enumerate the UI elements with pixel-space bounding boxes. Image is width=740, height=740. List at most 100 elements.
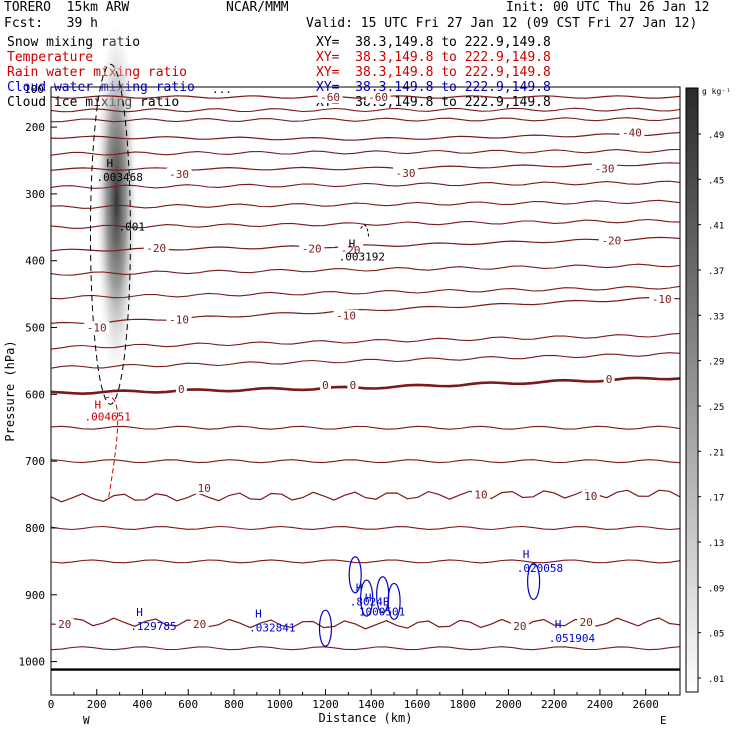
- snow-max-marker: H: [106, 157, 113, 170]
- isotherm-0: [50, 376, 681, 396]
- x-axis-label: Distance (km): [319, 711, 413, 725]
- colorbar-unit: g kg⁻¹: [702, 87, 731, 96]
- isotherm-line: [50, 459, 681, 464]
- cloud-water-max-marker: H: [356, 581, 363, 594]
- temperature-label: 20: [193, 618, 206, 631]
- temperature-label: 20: [513, 620, 526, 633]
- temperature-label: 20: [58, 618, 71, 631]
- y-tick-label: 1000: [19, 656, 46, 669]
- snow-max-value: .003468: [96, 171, 142, 184]
- label-bg: [166, 167, 192, 180]
- rain-max-marker: H: [94, 398, 101, 411]
- colorbar: [685, 87, 699, 693]
- rain-max-value: .004651: [84, 410, 130, 423]
- colorbar-label: .49: [708, 131, 724, 141]
- colorbar-label: .41: [708, 222, 724, 232]
- x-tick-label: 200: [87, 698, 107, 711]
- temperature-label: -10: [87, 322, 107, 335]
- snow-max-value-2: .003192: [339, 251, 385, 264]
- cloud-water-max-value: .032841: [249, 622, 295, 635]
- label-bg: [319, 378, 331, 391]
- y-tick-label: 300: [25, 188, 45, 201]
- colorbar-label: .45: [708, 176, 724, 186]
- field-xy-rain: XY= 38.3,149.8 to 222.9,149.8: [316, 65, 551, 80]
- x-tick-label: 1200: [312, 698, 339, 711]
- isotherm-line: [50, 107, 681, 113]
- label-bg: [347, 378, 359, 391]
- colorbar-label: .29: [708, 358, 724, 368]
- snow-shading: [94, 29, 139, 410]
- label-bg: [166, 313, 192, 326]
- y-axis-label: Pressure (hPa): [3, 340, 17, 441]
- rain-contour: [104, 396, 119, 499]
- snow-contour-label: .001: [118, 221, 145, 234]
- cloud-water-contour: [318, 609, 333, 647]
- isotherm--40: [50, 132, 681, 141]
- overprint-number: 100: [24, 83, 44, 96]
- cloud-water-max-value: .020058: [517, 562, 563, 575]
- isotherm-line: [50, 332, 681, 350]
- label-bg: [577, 616, 596, 629]
- y-tick-label: 500: [25, 322, 45, 335]
- temperature-label: -40: [622, 126, 642, 139]
- label-bg: [472, 488, 491, 501]
- label-bg: [393, 167, 419, 180]
- snow-contour: [89, 63, 131, 405]
- cloud-water-contour: [360, 579, 374, 617]
- temperature-label: 0: [350, 379, 357, 392]
- cloud-water-max-marker: H: [365, 591, 372, 604]
- label-bg: [84, 321, 110, 334]
- colorbar-label: .25: [708, 403, 724, 413]
- temperature-label: -20: [146, 242, 166, 255]
- y-tick-label: 600: [25, 388, 45, 401]
- x-tick-label: 1400: [358, 698, 385, 711]
- x-tick-label: 1000: [266, 698, 293, 711]
- label-bg: [333, 309, 359, 322]
- cloud-water-max-marker: H: [136, 606, 143, 619]
- isotherm-line: [50, 646, 681, 651]
- label-bg: [195, 481, 214, 494]
- field-xy-temperature: XY= 38.3,149.8 to 222.9,149.8: [316, 50, 551, 65]
- x-tick-label: 2000: [495, 698, 522, 711]
- forecast-hour: Fcst: 39 h: [4, 16, 98, 31]
- isotherm-20: [50, 617, 681, 630]
- colorbar-label: .09: [708, 584, 724, 594]
- y-tick-label: 200: [25, 121, 45, 134]
- cloud-water-max-marker: H: [523, 548, 530, 561]
- temperature-label: 20: [580, 616, 593, 629]
- x-tick-label: 600: [178, 698, 198, 711]
- colorbar-label: .13: [708, 539, 724, 549]
- cloud-water-max-value: .129785: [130, 620, 176, 633]
- isotherm--30: [50, 162, 681, 171]
- x-tick-label: 800: [224, 698, 244, 711]
- valid-time: Valid: 15 UTC Fri 27 Jan 12 (09 CST Fri …: [306, 16, 698, 31]
- isotherm-line: [50, 148, 681, 156]
- x-tick-label: 400: [133, 698, 153, 711]
- colorbar-label: .37: [708, 267, 724, 277]
- isotherm-line: [50, 525, 681, 531]
- label-bg: [581, 489, 600, 502]
- temperature-label: -60: [368, 91, 388, 104]
- label-bg: [510, 620, 529, 633]
- field-xy-snow: XY= 38.3,149.8 to 222.9,149.8: [316, 35, 551, 50]
- label-bg: [299, 242, 325, 255]
- isotherm-line: [50, 199, 681, 209]
- label-bg: [603, 372, 615, 385]
- cloud-water-max-value: 1000501: [359, 605, 405, 618]
- label-bg: [190, 618, 209, 631]
- isotherm-10: [50, 489, 681, 503]
- init-time: Init: 00 UTC Thu 26 Jan 12: [506, 0, 710, 15]
- colorbar-label: .17: [708, 494, 724, 504]
- label-bg: [55, 618, 74, 631]
- cloud-water-contour: [527, 562, 541, 601]
- y-tick-label: 700: [25, 455, 45, 468]
- cloud-water-max-value: .8024B: [350, 595, 390, 608]
- isotherm-line: [51, 117, 681, 123]
- label-bg: [619, 126, 645, 139]
- temperature-label: -30: [595, 163, 615, 176]
- temperature-label: -30: [169, 168, 189, 181]
- snow-contour-2: [360, 224, 370, 237]
- temperature-label: 0: [178, 383, 185, 396]
- y-tick-label: 800: [25, 522, 45, 535]
